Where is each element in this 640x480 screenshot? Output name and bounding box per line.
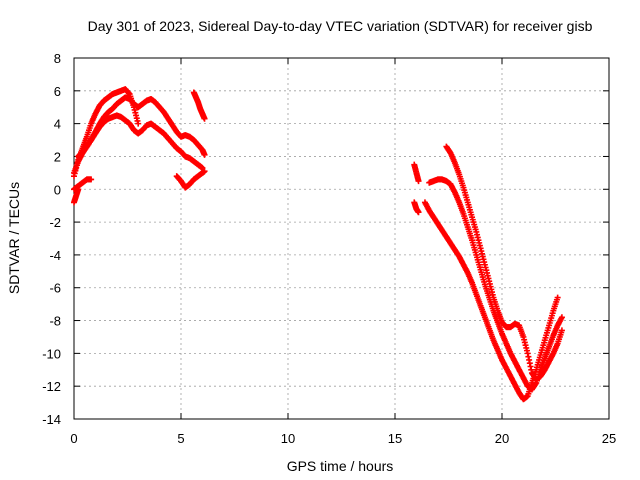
series-arc8 <box>411 161 422 185</box>
data-point <box>554 294 561 301</box>
y-tick-label: -2 <box>49 215 61 230</box>
data-point <box>558 327 565 334</box>
series-arc5 <box>71 186 82 206</box>
x-tick-label: 10 <box>281 431 295 446</box>
data-point <box>88 176 95 183</box>
data-marks <box>71 86 565 403</box>
data-point <box>415 178 422 185</box>
x-tick-label: 20 <box>495 431 509 446</box>
data-point <box>135 120 142 127</box>
y-tick-label: -10 <box>42 346 61 361</box>
series-arc9 <box>411 199 422 216</box>
data-point <box>201 115 208 122</box>
grid-lines <box>74 58 609 419</box>
y-tick-label: -14 <box>42 412 61 427</box>
series-arc7 <box>190 89 208 122</box>
x-axis: 0 5 10 15 20 25 <box>70 58 616 446</box>
y-axis: -14 -12 -10 -8 -6 -4 -2 0 2 4 6 8 <box>42 51 609 427</box>
y-axis-label: SDTVAR / TECUs <box>6 182 22 294</box>
data-point <box>75 186 82 193</box>
data-point <box>201 151 208 158</box>
data-point <box>558 314 565 321</box>
series-arc6 <box>173 168 208 191</box>
x-tick-label: 25 <box>602 431 616 446</box>
plot-frame <box>73 57 610 420</box>
y-tick-label: 8 <box>54 51 61 66</box>
y-tick-label: -8 <box>49 314 61 329</box>
data-point <box>201 168 208 175</box>
x-tick-label: 15 <box>388 431 402 446</box>
x-tick-label: 0 <box>70 431 77 446</box>
y-tick-label: -6 <box>49 281 61 296</box>
y-tick-label: 2 <box>54 149 61 164</box>
y-tick-label: -12 <box>42 379 61 394</box>
data-point <box>415 209 422 216</box>
series-arc11 <box>426 176 565 393</box>
x-axis-label: GPS time / hours <box>287 458 394 474</box>
y-tick-label: 4 <box>54 117 61 132</box>
series-arc12 <box>421 199 561 403</box>
series-arc3 <box>75 112 206 171</box>
x-tick-label: 5 <box>177 431 184 446</box>
y-tick-label: 6 <box>54 84 61 99</box>
chart-title: Day 301 of 2023, Sidereal Day-to-day VTE… <box>88 18 593 34</box>
y-tick-label: 0 <box>54 182 61 197</box>
y-tick-label: -4 <box>49 248 61 263</box>
